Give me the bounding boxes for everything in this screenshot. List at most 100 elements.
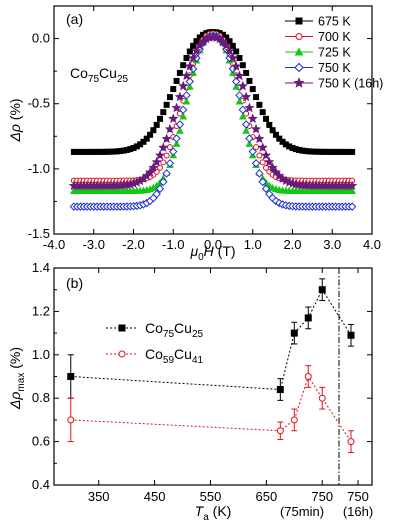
data-point bbox=[263, 115, 269, 122]
data-point bbox=[272, 131, 279, 138]
data-point bbox=[155, 184, 165, 193]
data-point bbox=[269, 127, 276, 134]
data-point bbox=[270, 166, 281, 177]
x-tick-label: 0.0 bbox=[204, 237, 222, 252]
data-point bbox=[145, 166, 156, 177]
legend-marker bbox=[293, 77, 305, 88]
data-point bbox=[188, 52, 199, 63]
data-point bbox=[276, 135, 283, 142]
data-point bbox=[248, 147, 257, 156]
data-point bbox=[168, 113, 179, 124]
data-point bbox=[162, 169, 171, 178]
legend-label: 675 K bbox=[318, 15, 351, 29]
data-point bbox=[182, 97, 191, 105]
x-tick-label: -1.0 bbox=[162, 237, 184, 252]
data-point bbox=[347, 202, 357, 211]
data-point bbox=[158, 142, 169, 152]
data-point bbox=[169, 147, 178, 156]
data-point bbox=[185, 77, 195, 86]
data-point bbox=[221, 40, 232, 50]
panel-b-legend: Co75Cu25 Co59Cu41 bbox=[106, 320, 203, 366]
data-point bbox=[160, 109, 167, 116]
data-point bbox=[246, 77, 253, 84]
series-675-k bbox=[70, 29, 356, 155]
data-point bbox=[267, 162, 278, 172]
legend-marker bbox=[294, 47, 304, 56]
data-point bbox=[178, 80, 189, 91]
data-point bbox=[176, 69, 183, 76]
data-point bbox=[261, 184, 271, 193]
data-point bbox=[171, 102, 182, 113]
data-point bbox=[318, 394, 326, 402]
legend-label: 750 K (16h) bbox=[318, 77, 383, 91]
panel-a-series bbox=[68, 29, 358, 211]
data-point bbox=[304, 314, 312, 322]
data-point bbox=[161, 133, 172, 144]
panel-b-x-note-16h: (16h) bbox=[343, 504, 373, 519]
legend-marker bbox=[118, 324, 126, 332]
x-tick-label: -4.0 bbox=[43, 237, 65, 252]
y-tick-label: -1.0 bbox=[28, 161, 50, 176]
legend-marker bbox=[295, 33, 303, 40]
series-dotted-line bbox=[70, 375, 352, 442]
y-tick-label: 0.6 bbox=[32, 434, 50, 449]
data-point bbox=[186, 48, 193, 55]
data-point bbox=[140, 138, 147, 145]
data-point bbox=[180, 62, 187, 69]
data-point bbox=[190, 42, 197, 49]
data-point bbox=[242, 126, 250, 134]
data-point bbox=[179, 112, 188, 120]
data-point bbox=[191, 45, 202, 56]
data-point bbox=[174, 91, 185, 102]
data-point bbox=[181, 70, 192, 81]
data-point bbox=[255, 169, 264, 178]
data-point bbox=[243, 69, 250, 76]
panel-a-x-ticks: -4.0 -3.0 -2.0 -1.0 0.0 1.0 2.0 3.0 4.0 bbox=[43, 6, 381, 252]
data-point bbox=[194, 40, 205, 50]
legend-label: 700 K bbox=[318, 30, 351, 44]
series-co75cu25 bbox=[67, 278, 355, 401]
data-point bbox=[241, 91, 252, 102]
panel-a-y-ticks: 0.0 -0.5 -1.0 -1.5 bbox=[28, 31, 372, 241]
data-point bbox=[166, 94, 173, 101]
panel-b-label: (b) bbox=[66, 275, 83, 291]
x-tick-label: 2.0 bbox=[283, 237, 301, 252]
y-tick-label: -0.5 bbox=[28, 96, 50, 111]
y-tick-label: -1.5 bbox=[28, 226, 50, 241]
y-tick-label: 0.4 bbox=[32, 477, 50, 492]
x-tick-label: 650 bbox=[256, 489, 278, 504]
series-700-k bbox=[70, 30, 356, 184]
y-tick-label: 1.4 bbox=[32, 260, 50, 275]
data-point bbox=[232, 82, 241, 90]
data-point bbox=[166, 144, 173, 151]
data-point bbox=[163, 152, 170, 159]
data-point bbox=[165, 159, 175, 168]
data-point bbox=[253, 144, 260, 151]
data-point bbox=[264, 156, 275, 167]
y-tick-label: 0.0 bbox=[32, 31, 50, 46]
data-point bbox=[276, 427, 284, 435]
data-point bbox=[235, 97, 244, 105]
data-point bbox=[251, 159, 261, 168]
data-point bbox=[160, 159, 167, 166]
panel-a-x-axis-label: μ0H (T) bbox=[189, 243, 235, 263]
panel-b-x-ticks: 350 450 550 650 750 750 bbox=[88, 268, 369, 504]
data-point bbox=[172, 139, 181, 147]
panel-a-y-axis-label: Δρ (%) bbox=[7, 98, 23, 142]
x-tick-label: 750 bbox=[347, 489, 369, 504]
x-tick-label: -3.0 bbox=[83, 237, 105, 252]
panel-b-x-note-75min: (75min) bbox=[280, 504, 324, 519]
data-point bbox=[147, 131, 154, 138]
data-point bbox=[276, 386, 284, 394]
data-point bbox=[237, 80, 248, 91]
data-point bbox=[290, 329, 298, 337]
series-750-k-16h- bbox=[68, 31, 358, 191]
data-point bbox=[185, 82, 194, 90]
data-point bbox=[290, 416, 298, 424]
data-point bbox=[173, 77, 180, 84]
data-point bbox=[184, 61, 195, 71]
legend-marker bbox=[295, 17, 303, 25]
data-point bbox=[238, 105, 248, 115]
data-point bbox=[254, 133, 265, 144]
